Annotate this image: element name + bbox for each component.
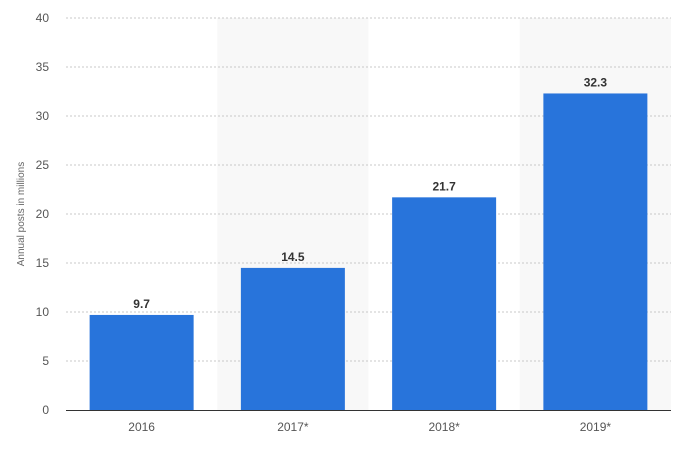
data-label: 14.5 [281,250,305,264]
y-tick-label: 30 [36,109,50,123]
x-axis-labels: 2016 2017* 2018* 2019* [128,420,611,434]
y-tick-label: 15 [36,256,50,270]
y-tick-label: 35 [36,60,50,74]
data-label: 9.7 [133,297,150,311]
y-tick-label: 0 [42,403,49,417]
data-label: 32.3 [584,75,608,89]
x-tick-label: 2019* [580,420,612,434]
y-tick-label: 10 [36,305,50,319]
bar[interactable] [392,197,497,410]
y-tick-label: 40 [36,11,50,25]
y-tick-label: 20 [36,207,50,221]
x-tick-label: 2017* [277,420,309,434]
data-label: 21.7 [432,179,456,193]
y-tick-label: 5 [42,354,49,368]
bar[interactable] [89,314,194,410]
x-tick-label: 2018* [428,420,460,434]
bars [89,93,648,411]
y-axis-ticks: 0 5 10 15 20 25 30 35 40 [36,11,50,417]
y-tick-label: 25 [36,158,50,172]
bar[interactable] [240,267,345,410]
value-labels: 9.7 14.5 21.7 32.3 [133,75,607,310]
x-tick-label: 2016 [128,420,155,434]
y-axis-title: Annual posts in millions [16,162,27,267]
bar[interactable] [543,93,648,411]
